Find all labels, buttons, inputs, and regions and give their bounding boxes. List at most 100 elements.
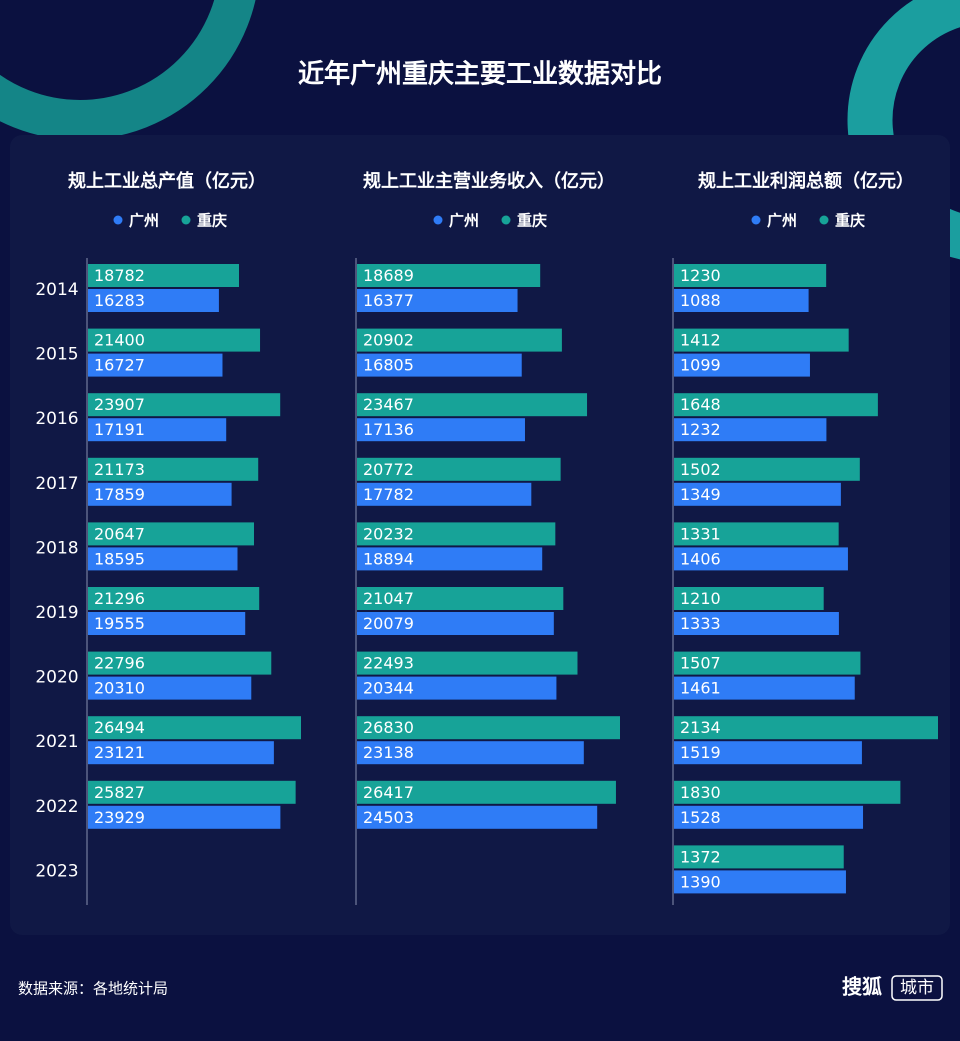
bar xyxy=(674,587,824,610)
bar xyxy=(357,522,556,546)
y-tick-label: 2014 xyxy=(35,280,78,300)
legend-marker xyxy=(113,215,123,225)
value-label: 1333 xyxy=(680,614,721,633)
bar xyxy=(88,716,301,740)
brand-tag: 城市 xyxy=(900,978,934,998)
bar xyxy=(357,547,543,571)
value-label: 23907 xyxy=(94,395,145,414)
legend-marker xyxy=(819,215,829,225)
chart-title: 规上工业利润总额（亿元） xyxy=(698,170,914,192)
value-label: 23467 xyxy=(363,395,414,414)
value-label: 18894 xyxy=(363,549,414,568)
bar xyxy=(357,418,525,442)
value-label: 1099 xyxy=(680,356,721,375)
legend-marker xyxy=(501,215,511,225)
bar xyxy=(88,457,259,481)
bar xyxy=(357,393,588,417)
decor-arc xyxy=(847,0,960,260)
bar xyxy=(88,587,260,610)
value-label: 16283 xyxy=(94,291,145,310)
value-label: 17136 xyxy=(363,420,414,439)
legend-marker xyxy=(181,215,191,225)
value-label: 1528 xyxy=(680,808,721,827)
bar xyxy=(674,418,827,442)
value-label: 21296 xyxy=(94,589,145,608)
legend-label: 重庆 xyxy=(835,212,865,230)
value-label: 1230 xyxy=(680,266,721,285)
value-label: 20310 xyxy=(94,679,145,698)
bar xyxy=(88,805,281,829)
y-tick-label: 2020 xyxy=(35,668,78,688)
value-label: 1507 xyxy=(680,654,721,673)
bar xyxy=(674,676,855,700)
legend-label: 广州 xyxy=(129,212,159,230)
bar xyxy=(674,805,864,829)
y-tick-label: 2019 xyxy=(35,603,78,623)
value-label: 17782 xyxy=(363,485,414,504)
decor-arc xyxy=(0,0,256,140)
bar xyxy=(88,651,272,675)
bar xyxy=(357,328,562,352)
value-label: 20902 xyxy=(363,331,414,350)
y-tick-label: 2021 xyxy=(35,732,78,752)
value-label: 1349 xyxy=(680,485,721,504)
value-label: 20232 xyxy=(363,524,414,543)
brand-name: 搜狐 xyxy=(842,975,882,999)
bar xyxy=(674,741,862,765)
bar xyxy=(674,482,841,506)
legend-marker xyxy=(751,215,761,225)
value-label: 16727 xyxy=(94,356,145,375)
bar xyxy=(357,780,616,804)
chart-title: 规上工业主营业务收入（亿元） xyxy=(363,170,615,192)
value-label: 1372 xyxy=(680,847,721,866)
bar xyxy=(357,676,557,700)
y-tick-label: 2023 xyxy=(35,861,78,881)
value-label: 1232 xyxy=(680,420,721,439)
value-label: 1088 xyxy=(680,291,721,310)
value-label: 20344 xyxy=(363,679,414,698)
value-label: 17191 xyxy=(94,420,145,439)
y-tick-label: 2016 xyxy=(35,409,78,429)
value-label: 18689 xyxy=(363,266,414,285)
y-tick-label: 2022 xyxy=(35,797,78,817)
value-label: 23138 xyxy=(363,743,414,762)
bar xyxy=(88,264,239,287)
value-label: 1412 xyxy=(680,331,721,350)
value-label: 2134 xyxy=(680,718,721,737)
value-label: 20079 xyxy=(363,614,414,633)
value-label: 26494 xyxy=(94,718,145,737)
bar xyxy=(88,353,223,377)
value-label: 24503 xyxy=(363,808,414,827)
bar xyxy=(674,328,849,352)
bar xyxy=(357,457,561,481)
bar xyxy=(674,780,901,804)
bar xyxy=(88,393,281,417)
legend-label: 重庆 xyxy=(517,212,547,230)
value-label: 20647 xyxy=(94,524,145,543)
value-label: 1406 xyxy=(680,549,721,568)
bar xyxy=(357,289,518,312)
bar xyxy=(674,870,846,894)
value-label: 25827 xyxy=(94,783,145,802)
bar xyxy=(88,676,252,700)
legend-marker xyxy=(433,215,443,225)
bar xyxy=(674,393,878,417)
value-label: 20772 xyxy=(363,460,414,479)
value-label: 18595 xyxy=(94,549,145,568)
bar xyxy=(674,289,809,312)
bar xyxy=(357,587,564,610)
y-tick-label: 2018 xyxy=(35,538,78,558)
value-label: 21047 xyxy=(363,589,414,608)
bar xyxy=(357,482,532,506)
value-label: 21400 xyxy=(94,331,145,350)
bar xyxy=(674,353,810,377)
bar xyxy=(88,522,254,546)
legend-label: 广州 xyxy=(767,212,797,230)
bar xyxy=(88,780,296,804)
value-label: 1461 xyxy=(680,679,721,698)
bar xyxy=(357,716,620,740)
bar xyxy=(674,264,827,287)
value-label: 1648 xyxy=(680,395,721,414)
bar xyxy=(674,612,839,635)
